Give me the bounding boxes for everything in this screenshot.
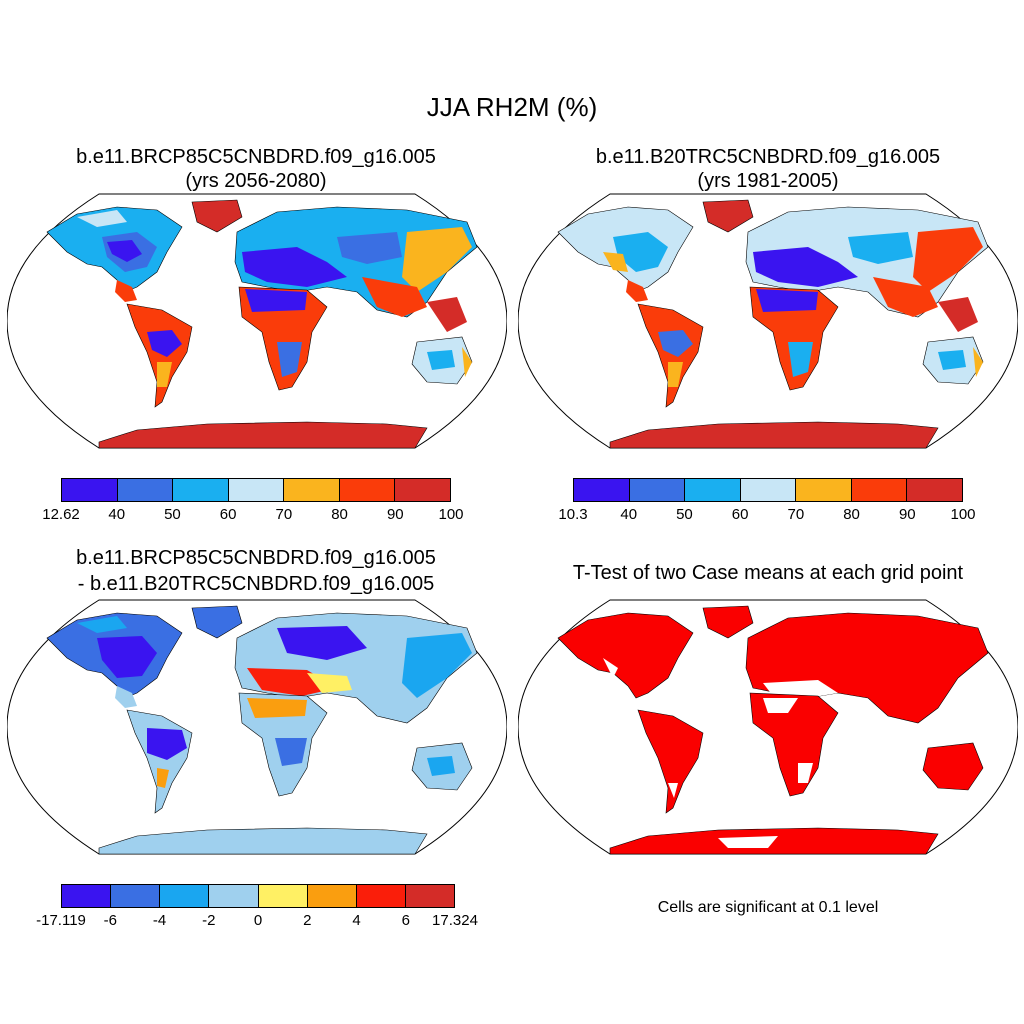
colorbar-top-left-box-5	[284, 479, 340, 501]
colorbar-top-left-tick-label: 12.62	[42, 506, 80, 523]
colorbar-top-right-box-2	[629, 479, 686, 501]
colorbar-top-right-tick-label: 100	[950, 506, 976, 523]
colorbar-bottom-left-tick-label: 17.324	[432, 912, 478, 929]
colorbar-bottom-left-tick-label: -6	[103, 912, 117, 929]
colorbar-top-right-box-1	[574, 479, 630, 501]
colorbar-top-left-box-7	[395, 479, 451, 501]
colorbar-top-left-box-6	[339, 479, 396, 501]
map-top-left	[7, 192, 507, 450]
colorbar-top-right-box-4	[740, 479, 797, 501]
colorbar-top-right-box-5	[796, 479, 852, 501]
colorbar-top-left-box-3	[173, 479, 229, 501]
colorbar-bottom-left	[61, 884, 455, 908]
map-bottom-left-svg	[7, 599, 507, 855]
colorbar-top-left-box-2	[117, 479, 174, 501]
colorbar-bottom-left-box-3	[160, 885, 210, 907]
colorbar-top-left-tick-label: 80	[331, 506, 348, 523]
map-top-right	[518, 192, 1018, 450]
colorbar-top-left-tick-label: 50	[164, 506, 181, 523]
colorbar-top-left-box-4	[228, 479, 285, 501]
map-bottom-right-svg	[518, 599, 1018, 855]
colorbar-top-left-tick-label: 90	[386, 506, 404, 523]
colorbar-bottom-left-box-2	[111, 885, 161, 907]
colorbar-top-right-box-6	[851, 479, 908, 501]
main-title: JJA RH2M (%)	[426, 92, 598, 122]
panel-top-left-title-line1: b.e11.BRCP85C5CNBDRD.f09_g16.005	[76, 146, 436, 168]
panel-top-right-title-line1: b.e11.B20TRC5CNBDRD.f09_g16.005	[595, 146, 941, 168]
panel-bottom-left-title-line2: - b.e11.B20TRC5CNBDRD.f09_g16.005	[77, 573, 435, 595]
colorbar-bottom-left-tick-label: 4	[352, 912, 361, 929]
colorbar-top-right-tick-label: 60	[731, 506, 749, 523]
colorbar-bottom-left-tick-label: -17.119	[36, 912, 86, 929]
colorbar-top-right-tick-label: 80	[843, 506, 860, 523]
colorbar-top-left-tick-label: 100	[438, 506, 464, 523]
colorbar-bottom-left-tick-label: 0	[253, 912, 263, 929]
colorbar-top-right-box-3	[685, 479, 741, 501]
colorbar-bottom-left-tick-label: 2	[303, 912, 312, 929]
colorbar-top-right-tick-label: 90	[898, 506, 916, 523]
colorbar-bottom-left-tick-label: -2	[202, 912, 216, 929]
panel-bottom-right-title: T-Test of two Case means at each grid po…	[572, 562, 964, 584]
colorbar-bottom-left-box-1	[62, 885, 112, 907]
colorbar-top-left-tick-label: 60	[219, 506, 237, 523]
colorbar-bottom-left-tick-label: 6	[401, 912, 410, 929]
colorbar-top-right-tick-label: 40	[620, 506, 638, 523]
colorbar-bottom-left-tick-label: -4	[152, 912, 167, 929]
colorbar-top-left-tick-label: 70	[275, 506, 293, 523]
colorbar-top-right-tick-label: 10.3	[558, 506, 588, 523]
panel-bottom-left-title-line1: b.e11.BRCP85C5CNBDRD.f09_g16.005	[76, 547, 436, 569]
colorbar-top-left-tick-label: 40	[108, 506, 126, 523]
colorbar-bottom-left-box-5	[258, 885, 308, 907]
map-bottom-left	[7, 598, 507, 856]
colorbar-bottom-left-box-7	[356, 885, 406, 907]
colorbar-bottom-left-box-8	[405, 885, 454, 907]
colorbar-bottom-left-box-6	[307, 885, 357, 907]
colorbar-bottom-left-box-4	[209, 885, 259, 907]
colorbar-top-right-tick-label: 70	[787, 506, 805, 523]
panel-top-left-title-line2: (yrs 2056-2080)	[185, 170, 327, 192]
colorbar-top-right-tick-label: 50	[676, 506, 693, 523]
colorbar-top-right	[573, 478, 963, 502]
map-top-left-svg	[7, 193, 507, 449]
panel-top-right-title-line2: (yrs 1981-2005)	[697, 170, 839, 192]
significance-note: Cells are significant at 0.1 level	[657, 899, 879, 916]
map-top-right-svg	[518, 193, 1018, 449]
map-bottom-right	[518, 598, 1018, 856]
colorbar-top-left	[61, 478, 451, 502]
colorbar-top-right-box-7	[907, 479, 963, 501]
colorbar-top-left-box-1	[62, 479, 118, 501]
